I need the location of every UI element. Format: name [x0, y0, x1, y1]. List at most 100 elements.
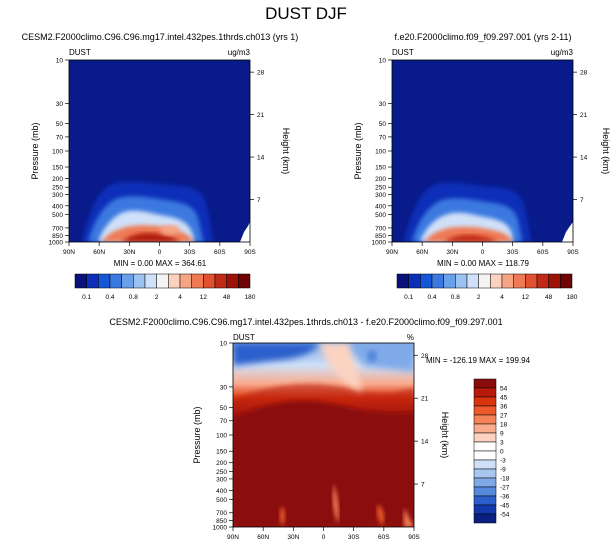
- panel-2-field: [392, 60, 573, 242]
- x-tick-label: 0: [481, 249, 485, 256]
- y-tick-label: 50: [56, 121, 64, 128]
- colorbar-box: [473, 450, 497, 461]
- y-tick-label: 700: [216, 510, 227, 517]
- panel-2-plume-warm: [424, 226, 513, 242]
- panel-3-title: CESM2.F2000climo.C96.C96.mg17.intel.432p…: [109, 317, 502, 327]
- y-right-tick-label: 7: [421, 482, 425, 489]
- colorbar-label: 45: [500, 395, 508, 402]
- panel-2-left-string: DUST: [392, 48, 414, 57]
- y-right-tick-label: 21: [580, 112, 588, 119]
- x-tick-label: 90S: [408, 534, 420, 541]
- colorbar-box: [473, 459, 497, 470]
- y-tick-label: 100: [216, 433, 227, 440]
- y-tick-label: 250: [216, 469, 227, 476]
- panel-2-right-string: ug/m3: [551, 48, 574, 57]
- y-tick-label: 1000: [49, 240, 64, 247]
- colorbar-label: 0.8: [451, 294, 460, 301]
- panel-3-blue-right: [352, 343, 414, 372]
- colorbar-box: [466, 273, 479, 289]
- colorbar-box: [473, 486, 497, 497]
- colorbar-box: [490, 273, 503, 289]
- panel-1: CESM2.F2000climo.C96.C96.mg17.intel.432p…: [22, 32, 299, 301]
- panel-2-title: f.e20.F2000climo.f09_f09.297.001 (yrs 2-…: [395, 32, 572, 42]
- y-tick-label: 30: [379, 101, 387, 108]
- x-tick-label: 60N: [93, 249, 105, 256]
- y-tick-label: 300: [52, 192, 63, 199]
- colorbar-box: [560, 273, 573, 289]
- colorbar-label: 36: [500, 404, 508, 411]
- y-tick-label: 850: [216, 518, 227, 525]
- x-tick-label: 90N: [386, 249, 398, 256]
- panel-2-y-label-right: Height (km): [601, 128, 611, 175]
- colorbar-label: 54: [500, 386, 508, 393]
- colorbar-box: [408, 273, 421, 289]
- x-tick-label: 60S: [214, 249, 226, 256]
- y-tick-label: 400: [52, 203, 63, 210]
- panel-3-y-label-right: Height (km): [440, 412, 450, 459]
- colorbar-label: -9: [500, 467, 506, 474]
- panel-2-stats: MIN = 0.00 MAX = 118.79: [437, 259, 529, 268]
- colorbar-box: [473, 477, 497, 488]
- x-tick-label: 30S: [348, 534, 360, 541]
- y-right-tick-label: 14: [580, 155, 588, 162]
- colorbar-box: [443, 273, 456, 289]
- panel-1-colorbar: 0.1 0.4 0.8 2 4 12 48 180: [74, 273, 256, 301]
- colorbar-label: 3: [500, 440, 504, 447]
- colorbar-box: [473, 468, 497, 479]
- panel-3-x-axis: 90N 60N 30N 0 30S 60S 90S: [227, 527, 420, 541]
- x-tick-label: 60N: [257, 534, 269, 541]
- colorbar-label: 2: [477, 294, 481, 301]
- figure-title: DUST DJF: [265, 4, 347, 23]
- colorbar-label: -27: [500, 485, 510, 492]
- panel-3-streak-2: [279, 506, 285, 526]
- y-tick-label: 70: [56, 134, 64, 141]
- y-tick-label: 700: [52, 225, 63, 232]
- colorbar-box: [179, 273, 192, 289]
- colorbar-box: [431, 273, 444, 289]
- colorbar-box: [203, 273, 216, 289]
- x-tick-label: 30N: [446, 249, 458, 256]
- x-tick-label: 90S: [244, 249, 256, 256]
- x-tick-label: 30N: [123, 249, 135, 256]
- colorbar-box: [74, 273, 87, 289]
- colorbar-box: [473, 513, 497, 524]
- colorbar-label: 180: [245, 294, 256, 301]
- y-tick-label: 250: [375, 185, 386, 192]
- panel-1-x-axis: 90N 60N 30N 0 30S 60S 90S: [63, 242, 256, 256]
- colorbar-box: [501, 273, 514, 289]
- y-right-tick-label: 21: [257, 112, 265, 119]
- colorbar-label: 2: [155, 294, 159, 301]
- panel-3: CESM2.F2000climo.C96.C96.mg17.intel.432p…: [109, 317, 530, 541]
- colorbar-box: [226, 273, 239, 289]
- y-tick-label: 150: [52, 165, 63, 172]
- colorbar-box: [455, 273, 468, 289]
- colorbar-box: [396, 273, 409, 289]
- panel-3-blue-top: [233, 343, 318, 366]
- colorbar-label: 0.1: [404, 294, 413, 301]
- panel-1-plume-core: [122, 232, 180, 242]
- colorbar-label: 48: [545, 294, 553, 301]
- panel-1-stats: MIN = 0.00 MAX = 364.61: [114, 259, 207, 268]
- y-tick-label: 70: [220, 418, 228, 425]
- colorbar-box: [473, 414, 497, 425]
- y-tick-label: 300: [216, 476, 227, 483]
- x-tick-label: 0: [158, 249, 162, 256]
- y-right-tick-label: 7: [257, 197, 261, 204]
- colorbar-box: [473, 495, 497, 506]
- panel-2-y-axis-right: 28 21 14 7: [573, 70, 588, 204]
- panel-3-y-label: Pressure (mb): [192, 406, 202, 463]
- y-tick-label: 400: [375, 203, 386, 210]
- x-tick-label: 60N: [416, 249, 428, 256]
- panel-3-streak-4: [404, 508, 414, 527]
- x-tick-label: 30S: [507, 249, 519, 256]
- x-tick-label: 30N: [287, 534, 299, 541]
- colorbar-box: [473, 441, 497, 452]
- y-tick-label: 1000: [372, 240, 387, 247]
- colorbar-box: [473, 387, 497, 398]
- colorbar-label: 0.8: [129, 294, 138, 301]
- colorbar-box: [513, 273, 526, 289]
- panel-2-plume-core: [444, 234, 498, 242]
- y-right-tick-label: 14: [421, 439, 429, 446]
- x-tick-label: 0: [322, 534, 326, 541]
